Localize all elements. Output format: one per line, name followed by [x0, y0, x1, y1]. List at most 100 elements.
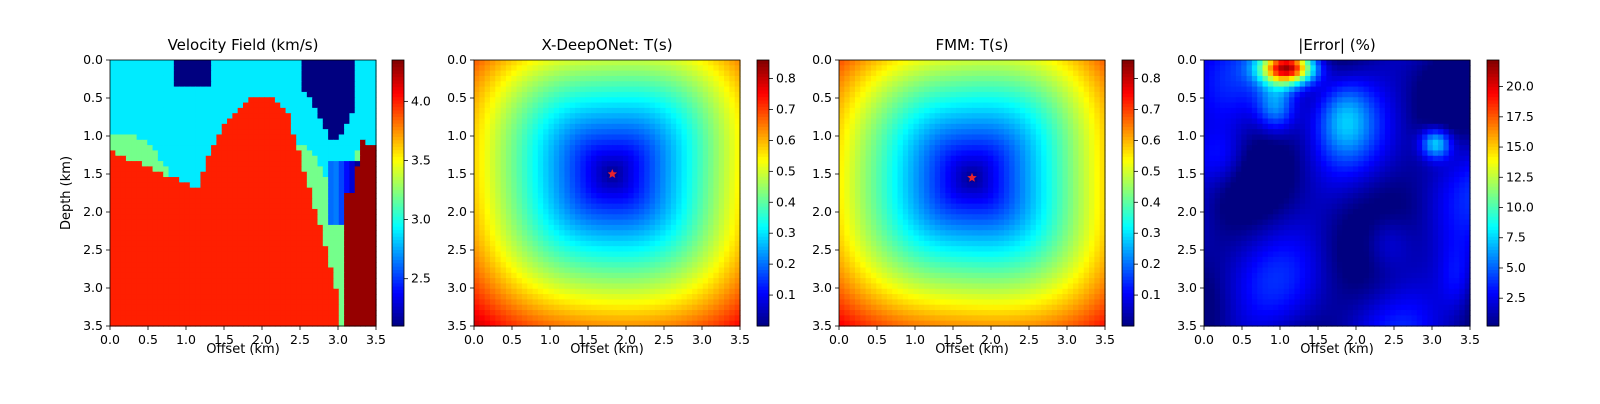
heatmap-cell	[227, 108, 233, 114]
heatmap-cell	[719, 289, 725, 295]
heatmap-cell	[495, 267, 501, 273]
heatmap-cell	[660, 166, 666, 172]
heatmap-cell	[586, 267, 592, 273]
heatmap-cell	[137, 236, 143, 242]
heatmap-cell	[344, 140, 350, 146]
heatmap-cell	[522, 60, 528, 66]
heatmap-cell	[554, 119, 560, 125]
heatmap-cell	[291, 278, 297, 284]
heatmap-cell	[655, 193, 661, 199]
heatmap-cell	[142, 204, 148, 210]
heatmap-cell	[692, 209, 698, 215]
heatmap-cell	[280, 315, 286, 321]
heatmap-cell	[163, 71, 169, 77]
heatmap-cell	[607, 156, 613, 162]
colorbar-segment	[392, 97, 404, 101]
heatmap-cell	[259, 283, 265, 289]
heatmap-cell	[206, 113, 212, 119]
heatmap-cell	[671, 113, 677, 119]
heatmap-cell	[200, 310, 206, 316]
heatmap-cell	[264, 119, 270, 125]
heatmap-cell	[548, 92, 554, 98]
heatmap-cell	[522, 198, 528, 204]
heatmap-cell	[692, 188, 698, 194]
heatmap-cell	[591, 204, 597, 210]
heatmap-cell	[639, 71, 645, 77]
heatmap-cell	[708, 257, 714, 263]
colorbar-segment	[392, 136, 404, 140]
heatmap-cell	[355, 299, 361, 305]
heatmap-cell	[724, 209, 730, 215]
heatmap-cell	[190, 172, 196, 178]
heatmap-cell	[501, 299, 507, 305]
heatmap-cell	[137, 289, 143, 295]
heatmap-cell	[660, 177, 666, 183]
heatmap-cell	[169, 129, 175, 135]
heatmap-cell	[200, 267, 206, 273]
heatmap-cell	[163, 150, 169, 156]
heatmap-cell	[527, 129, 533, 135]
heatmap-cell	[317, 60, 323, 66]
heatmap-cell	[591, 262, 597, 268]
heatmap-cell	[719, 305, 725, 311]
heatmap-cell	[200, 103, 206, 109]
heatmap-cell	[126, 294, 132, 300]
heatmap-cell	[174, 305, 180, 311]
heatmap-cell	[270, 134, 276, 140]
heatmap-cell	[703, 278, 709, 284]
heatmap-cell	[559, 294, 565, 300]
heatmap-cell	[650, 283, 656, 289]
heatmap-cell	[676, 166, 682, 172]
heatmap-cell	[580, 262, 586, 268]
heatmap-cell	[719, 236, 725, 242]
heatmap-cell	[147, 103, 153, 109]
heatmap-cell	[703, 76, 709, 82]
heatmap-cell	[719, 283, 725, 289]
heatmap-cell	[158, 193, 164, 199]
heatmap-cell	[302, 305, 308, 311]
heatmap-cell	[238, 273, 244, 279]
heatmap-cell	[517, 182, 523, 188]
heatmap-cell	[628, 161, 634, 167]
heatmap-cell	[227, 92, 233, 98]
heatmap-cell	[153, 119, 159, 125]
heatmap-cell	[169, 108, 175, 114]
heatmap-cell	[543, 150, 549, 156]
heatmap-cell	[184, 71, 190, 77]
heatmap-cell	[365, 278, 371, 284]
heatmap-cell	[713, 262, 719, 268]
heatmap-cell	[575, 166, 581, 172]
colorbar-segment	[392, 87, 404, 91]
heatmap-cell	[527, 92, 533, 98]
heatmap-cell	[687, 188, 693, 194]
heatmap-cell	[623, 204, 629, 210]
heatmap-cell	[671, 124, 677, 130]
heatmap-cell	[344, 129, 350, 135]
heatmap-cell	[232, 177, 238, 183]
heatmap-cell	[333, 182, 339, 188]
heatmap-cell	[708, 236, 714, 242]
heatmap-cell	[291, 198, 297, 204]
heatmap-cell	[618, 246, 624, 252]
heatmap-cell	[302, 214, 308, 220]
heatmap-cell	[697, 65, 703, 71]
heatmap-cell	[533, 140, 539, 146]
heatmap-cell	[602, 140, 608, 146]
heatmap-cell	[495, 97, 501, 103]
heatmap-cell	[681, 76, 687, 82]
heatmap-cell	[713, 124, 719, 130]
heatmap-cell	[286, 92, 292, 98]
heatmap-cell	[270, 60, 276, 66]
heatmap-cell	[227, 315, 233, 321]
heatmap-cell	[570, 267, 576, 273]
heatmap-cell	[254, 129, 260, 135]
heatmap-cell	[243, 252, 249, 258]
heatmap-cell	[591, 119, 597, 125]
heatmap-cell	[121, 267, 127, 273]
heatmap-cell	[559, 108, 565, 114]
heatmap-cell	[174, 220, 180, 226]
heatmap-cell	[317, 65, 323, 71]
heatmap-cell	[259, 241, 265, 247]
heatmap-cell	[184, 278, 190, 284]
